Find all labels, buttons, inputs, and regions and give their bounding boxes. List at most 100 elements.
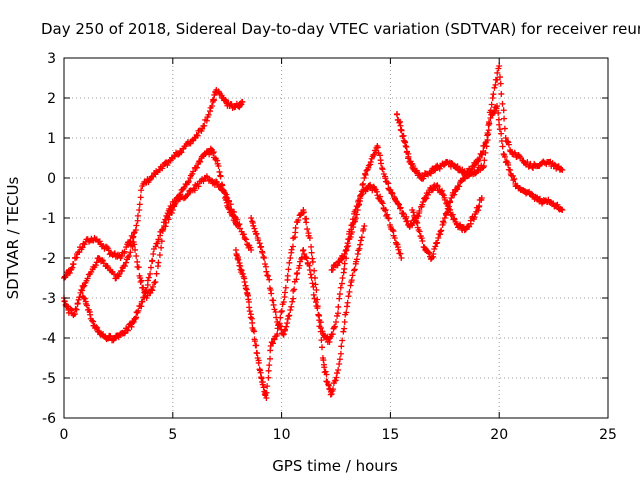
data-point-fill	[138, 187, 145, 194]
data-point-fill	[426, 249, 432, 256]
data-point	[306, 235, 313, 241]
data-point-fill	[349, 272, 356, 279]
data-point-fill	[253, 230, 260, 237]
data-point-fill	[309, 280, 316, 287]
data-point	[158, 227, 165, 233]
data-point-fill	[343, 309, 350, 316]
data-point-fill	[432, 243, 439, 250]
data-point-fill	[403, 143, 410, 150]
data-point	[130, 319, 137, 325]
data-point-fill	[94, 324, 101, 331]
x-tick-label: 5	[168, 427, 177, 443]
data-point-fill	[149, 257, 156, 264]
data-point-fill	[362, 171, 369, 178]
data-point-fill	[123, 259, 130, 266]
data-point-fill	[445, 203, 452, 210]
data-point-fill	[353, 256, 360, 263]
x-tick-label: 15	[381, 427, 399, 443]
data-point-fill	[475, 157, 482, 164]
data-point-fill	[291, 286, 298, 293]
data-point-fill	[311, 267, 318, 274]
data-point-fill	[329, 331, 336, 338]
data-point-fill	[309, 258, 316, 265]
data-point	[300, 247, 307, 253]
data-point-fill	[281, 289, 288, 296]
data-point-fill	[144, 277, 151, 284]
data-point	[402, 143, 409, 149]
data-point-fill	[301, 250, 308, 257]
data-point-fill	[147, 264, 154, 271]
data-point-fill	[195, 183, 202, 190]
data-point-fill	[344, 299, 351, 306]
data-point	[559, 207, 566, 213]
data-point	[185, 191, 192, 197]
data-point-fill	[289, 298, 296, 305]
data-point-fill	[134, 212, 141, 219]
data-point-fill	[290, 295, 297, 302]
data-point-fill	[389, 226, 396, 233]
data-point	[274, 331, 281, 337]
data-point-fill	[334, 370, 341, 377]
gridlines	[64, 58, 608, 418]
data-point-fill	[385, 180, 392, 187]
data-point-fill	[461, 227, 468, 234]
data-point-fill	[304, 226, 311, 233]
data-point-fill	[140, 284, 147, 291]
x-tick-label: 10	[273, 427, 291, 443]
data-point-fill	[264, 272, 271, 279]
data-point	[287, 307, 294, 313]
data-point-fill	[485, 131, 492, 138]
data-point-fill	[205, 148, 212, 155]
data-point-fill	[123, 244, 130, 251]
y-axis-label: SDTVAR / TECUs	[4, 176, 22, 299]
data-point	[306, 267, 313, 273]
data-point-fill	[440, 219, 447, 226]
data-point-fill	[413, 218, 420, 225]
data-point-fill	[396, 201, 403, 208]
data-point-fill	[481, 157, 488, 164]
data-point-fill	[286, 312, 293, 319]
data-point-fill	[397, 204, 404, 211]
data-point-fill	[419, 201, 426, 208]
data-point-fill	[379, 200, 386, 207]
data-point	[241, 279, 248, 285]
data-point-fill	[423, 195, 430, 202]
data-point-fill	[495, 116, 502, 123]
data-point-fill	[136, 206, 143, 213]
data-point-fill	[334, 310, 341, 317]
data-point-fill	[160, 219, 167, 226]
data-point-fill	[278, 308, 285, 315]
data-point-fill	[258, 243, 265, 250]
data-point-fill	[126, 252, 133, 259]
data-point-fill	[155, 236, 162, 243]
data-point-fill	[260, 384, 267, 391]
data-point-fill	[124, 254, 131, 261]
data-point-fill	[364, 186, 371, 193]
data-point-fill	[510, 177, 517, 184]
data-point-fill	[81, 295, 88, 302]
data-point-fill	[223, 191, 230, 198]
y-tick-label: -2	[42, 251, 56, 267]
data-point-fill	[132, 246, 139, 253]
y-tick-label: -6	[42, 411, 56, 427]
data-point-fill	[199, 125, 206, 132]
data-point-fill	[201, 122, 208, 129]
data-point-fill	[341, 260, 348, 267]
data-point-fill	[494, 76, 501, 83]
data-point	[245, 299, 252, 305]
data-point	[354, 207, 361, 213]
data-point-fill	[83, 302, 90, 309]
data-point-fill	[343, 243, 350, 250]
data-point-fill	[447, 198, 454, 205]
data-point-fill	[74, 300, 81, 307]
data-point	[150, 251, 157, 257]
x-tick-label: 25	[599, 427, 617, 443]
data-point-fill	[231, 208, 238, 215]
data-point-fill	[247, 314, 254, 321]
data-point-fill	[139, 298, 146, 305]
data-point	[489, 95, 496, 101]
data-point-fill	[334, 312, 341, 319]
data-point-fill	[278, 309, 285, 316]
data-point-fill	[345, 293, 352, 300]
